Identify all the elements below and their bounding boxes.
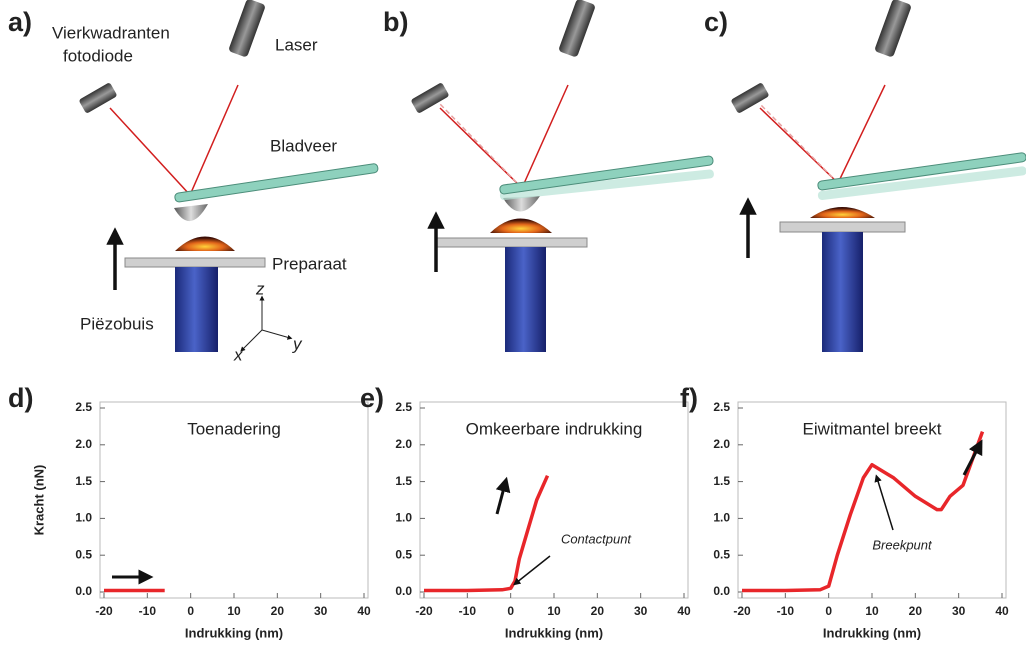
annotation-arrow bbox=[877, 478, 893, 530]
y-axis-label: Kracht (nN) bbox=[31, 465, 46, 536]
x-tick-label: 40 bbox=[677, 604, 691, 618]
y-tick-label: 0.5 bbox=[75, 547, 92, 561]
piezo-label: Piëzobuis bbox=[80, 314, 154, 333]
y-tick-label: 0.0 bbox=[713, 584, 730, 598]
axis-label: x bbox=[233, 345, 243, 364]
panel-c: c) bbox=[704, 0, 1026, 352]
x-tick-label: 30 bbox=[634, 604, 648, 618]
sample-label: Preparaat bbox=[272, 254, 347, 273]
chart-title: Omkeerbare indrukking bbox=[466, 419, 643, 438]
x-axis-label: Indrukking (nm) bbox=[505, 625, 603, 640]
x-tick-label: 10 bbox=[227, 604, 241, 618]
panel-label: d) bbox=[8, 383, 33, 413]
cantilever-label: Bladveer bbox=[270, 136, 337, 155]
y-tick-label: 2.5 bbox=[395, 400, 412, 414]
x-tick-label: 10 bbox=[547, 604, 561, 618]
x-axis-label: Indrukking (nm) bbox=[823, 625, 921, 640]
chart-title: Toenadering bbox=[187, 419, 281, 438]
y-tick-label: 1.0 bbox=[395, 511, 412, 525]
y-tick-label: 1.5 bbox=[395, 474, 412, 488]
y-tick-label: 2.0 bbox=[395, 437, 412, 451]
y-tick-label: 1.5 bbox=[713, 474, 730, 488]
annotation: Contactpunt bbox=[561, 531, 632, 546]
figure: a) Vierkwadranten fotodiode Laser Bladve… bbox=[0, 0, 1026, 645]
y-tick-label: 2.5 bbox=[75, 400, 92, 414]
chart-title: Eiwitmantel breekt bbox=[803, 419, 942, 438]
annotation: Breekpunt bbox=[872, 537, 933, 552]
x-tick-label: 30 bbox=[952, 604, 966, 618]
panel-label: a) bbox=[8, 7, 32, 37]
photodiode-label: Vierkwadranten bbox=[52, 23, 170, 42]
x-tick-label: 30 bbox=[314, 604, 328, 618]
annotation-arrow bbox=[516, 556, 550, 583]
y-tick-label: 2.0 bbox=[713, 437, 730, 451]
x-tick-label: 20 bbox=[909, 604, 923, 618]
x-tick-label: 20 bbox=[591, 604, 605, 618]
y-tick-label: 1.0 bbox=[75, 511, 92, 525]
x-tick-label: 40 bbox=[995, 604, 1009, 618]
annotation-arrow bbox=[497, 484, 505, 514]
y-tick-label: 2.0 bbox=[75, 437, 92, 451]
x-axis-label: Indrukking (nm) bbox=[185, 625, 283, 640]
x-tick-label: -20 bbox=[95, 604, 113, 618]
x-tick-label: 20 bbox=[271, 604, 285, 618]
x-tick-label: 40 bbox=[357, 604, 371, 618]
panel-a: a) Vierkwadranten fotodiode Laser Bladve… bbox=[8, 0, 378, 364]
y-tick-label: 1.5 bbox=[75, 474, 92, 488]
x-tick-label: -10 bbox=[459, 604, 477, 618]
y-tick-label: 2.5 bbox=[713, 400, 730, 414]
x-tick-label: 0 bbox=[507, 604, 514, 618]
x-tick-label: 10 bbox=[865, 604, 879, 618]
x-tick-label: 0 bbox=[187, 604, 194, 618]
x-tick-label: 0 bbox=[825, 604, 832, 618]
panel-b: b) bbox=[383, 0, 714, 352]
annotation-arrow bbox=[964, 446, 979, 475]
y-tick-label: 0.0 bbox=[75, 584, 92, 598]
y-tick-label: 0.0 bbox=[395, 584, 412, 598]
y-tick-label: 0.5 bbox=[395, 547, 412, 561]
laser-label: Laser bbox=[275, 35, 318, 54]
panel-label: b) bbox=[383, 7, 408, 37]
x-tick-label: -20 bbox=[733, 604, 751, 618]
photodiode-label: fotodiode bbox=[63, 46, 133, 65]
data-line bbox=[742, 432, 983, 591]
y-tick-label: 1.0 bbox=[713, 511, 730, 525]
panel-label: f) bbox=[680, 383, 698, 413]
panel-label: c) bbox=[704, 7, 728, 37]
x-tick-label: -20 bbox=[415, 604, 433, 618]
x-tick-label: -10 bbox=[777, 604, 795, 618]
axis-label: z bbox=[255, 279, 265, 298]
x-tick-label: -10 bbox=[139, 604, 157, 618]
y-tick-label: 0.5 bbox=[713, 547, 730, 561]
axis-label: y bbox=[292, 334, 303, 353]
panel-label: e) bbox=[360, 383, 384, 413]
